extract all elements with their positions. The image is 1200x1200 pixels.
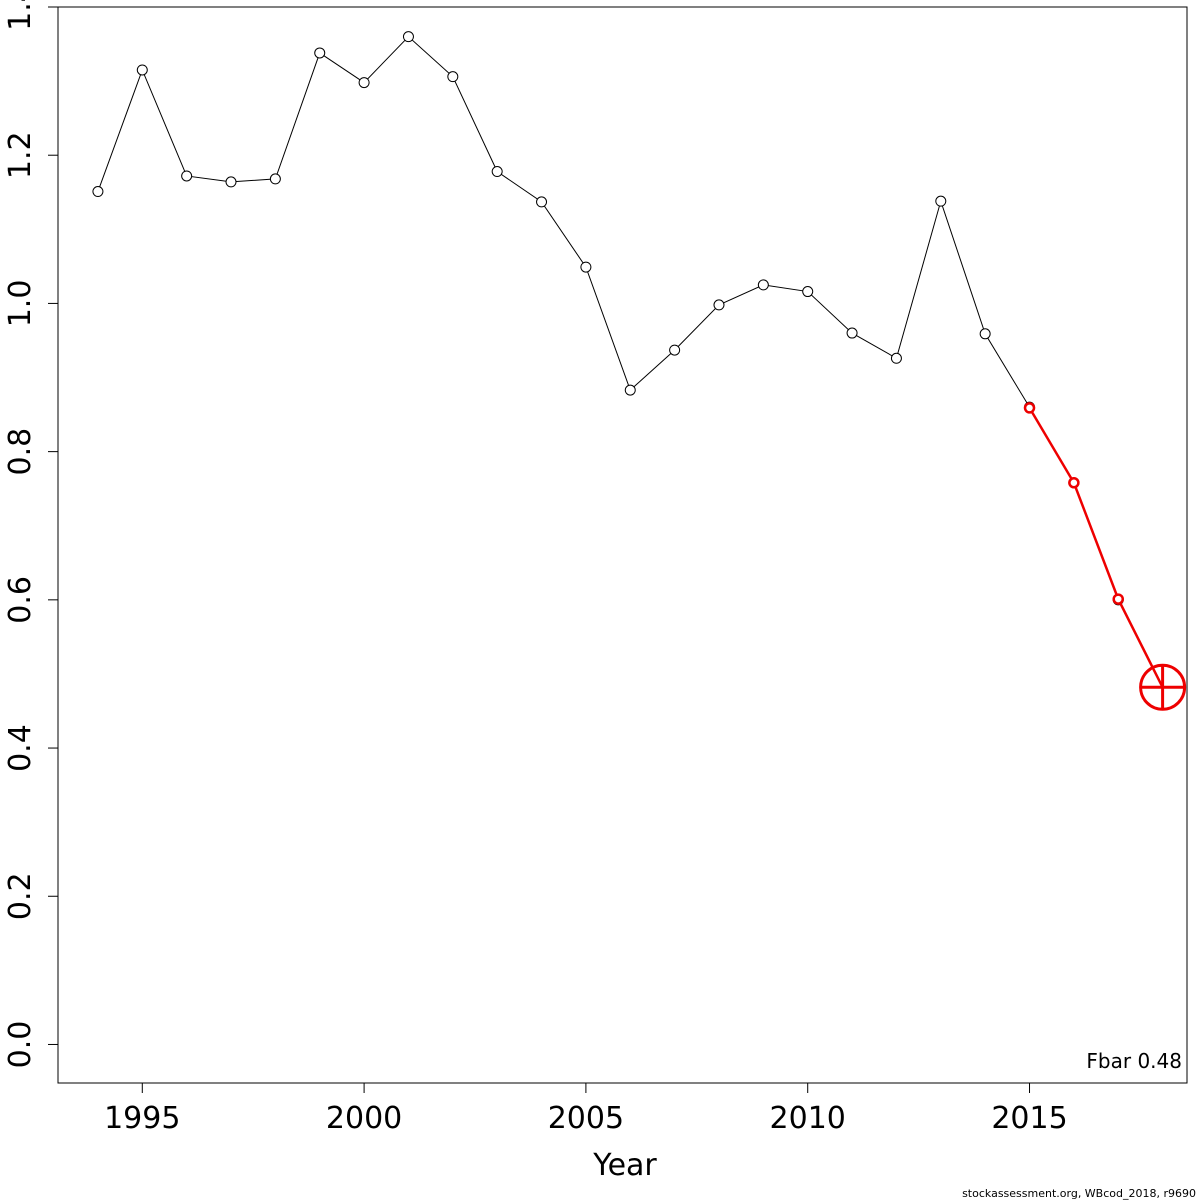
y-tick-label-0: 0.0 [3,1021,38,1069]
series-0-point-1995 [136,64,148,76]
series-0-point-2012 [890,352,902,364]
y-tick-label-0.2: 0.2 [3,872,38,920]
x-axis-title: Year [592,1148,657,1183]
series-0-point-2002 [447,71,459,83]
series-0-point-2013 [935,195,947,207]
series-0-point-2009 [757,279,769,291]
x-tick-label-2015: 2015 [991,1101,1067,1136]
y-axis: 0.0 0.2 0.4 0.6 0.8 1.0 1.2 1.4 [3,0,58,1068]
series-1-point-2017 [1112,593,1124,605]
series-0-point-1998 [269,173,281,185]
series-0-line [97,35,1119,601]
y-tick-label-1.2: 1.2 [3,131,38,179]
fbar-annotation: Fbar 0.48 [1086,1049,1182,1073]
series-1-line [1028,407,1164,688]
footer-credit: stockassessment.org, WBcod_2018, r9690 [962,1187,1196,1200]
series-0-point-1997 [225,176,237,188]
series-0-point-2004 [536,196,548,208]
y-tick-label-0.6: 0.6 [3,576,38,624]
x-tick-label-2005: 2005 [548,1101,624,1136]
series-0-point-2005 [580,261,592,273]
series-0-point-2003 [491,166,503,178]
x-tick-label-2000: 2000 [326,1101,402,1136]
series-0-point-2006 [624,384,636,396]
series-0-point-2011 [846,327,858,339]
series-0-point-1999 [314,47,326,59]
y-tick-label-1: 1.0 [3,280,38,328]
x-axis: 1995 2000 2005 2010 2015 [104,1083,1068,1136]
y-tick-label-0.4: 0.4 [3,724,38,772]
series-0-point-2000 [358,77,370,89]
x-tick-label-1995: 1995 [104,1101,180,1136]
series-0-point-1996 [181,170,193,182]
x-tick-label-2010: 2010 [770,1101,846,1136]
y-tick-label-0.8: 0.8 [3,428,38,476]
series-1-point-2016 [1068,477,1080,489]
series-0-point-1994 [92,186,104,198]
series-0-point-2010 [802,286,814,298]
series-1-point-2015 [1023,402,1036,414]
series-0-point-2008 [713,299,725,311]
series-0-point-2007 [669,344,681,356]
series-layer [92,31,1187,711]
plot-frame [57,6,1188,1084]
series-0-point-2001 [402,31,414,43]
series-0-point-2014 [979,328,991,340]
y-tick-label-1.4: 1.4 [3,0,38,31]
